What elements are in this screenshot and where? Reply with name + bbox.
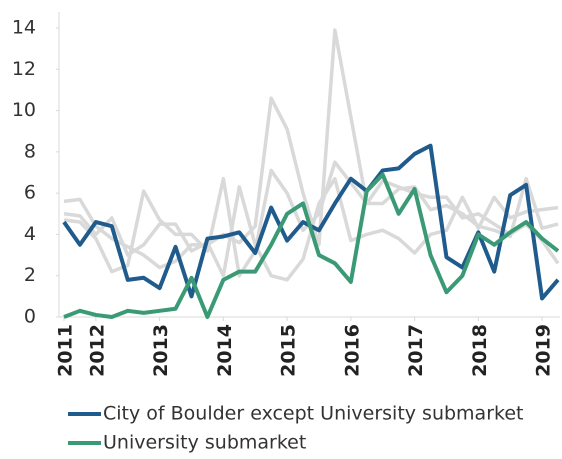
y-tick-label: 2: [24, 264, 36, 286]
y-tick-label: 14: [12, 17, 36, 39]
series-line: [63, 28, 560, 270]
y-tick-label: 4: [24, 223, 36, 245]
legend-label: City of Boulder except University submar…: [103, 403, 523, 425]
x-tick-label: 2014: [214, 324, 236, 377]
y-tick-label: 10: [12, 99, 36, 121]
x-tick-label: 2019: [533, 324, 555, 377]
y-tick-label: 6: [24, 182, 36, 204]
x-tick-label: 2016: [341, 324, 363, 377]
y-tick-label: 0: [24, 306, 36, 328]
y-tick-label: 12: [12, 58, 36, 80]
x-tick-label: 2011: [55, 324, 77, 377]
x-tick-label: 2013: [150, 324, 172, 377]
x-tick-label: 2018: [469, 324, 491, 377]
x-tick-label: 2015: [278, 324, 300, 377]
y-tick-label: 8: [24, 140, 36, 162]
x-tick-label: 2017: [405, 324, 427, 377]
series-line: [63, 172, 560, 319]
x-tick-label: 2012: [86, 324, 108, 377]
legend-label: University submarket: [103, 432, 306, 454]
